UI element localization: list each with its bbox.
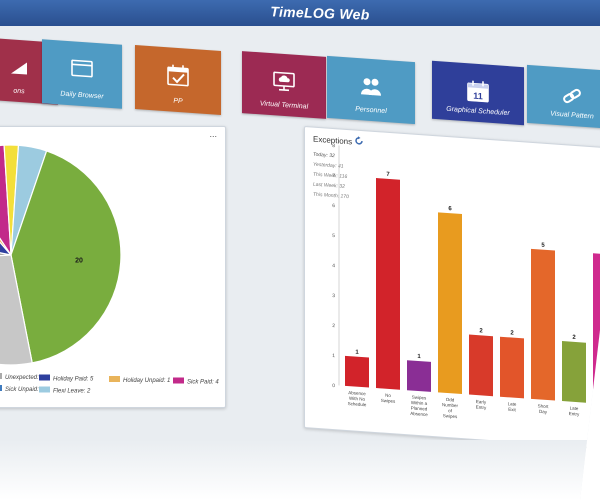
exception-bar[interactable] — [531, 248, 555, 401]
people-icon — [361, 78, 381, 96]
tile-label: Visual Pattern — [550, 110, 594, 121]
legend-label: Sick Paid: 4 — [187, 380, 219, 386]
legend-label: Holiday Paid: 5 — [53, 377, 94, 383]
x-tick-label: LateEntry — [569, 406, 580, 417]
bar-data-label: 2 — [572, 335, 576, 341]
y-tick-label: 6 — [332, 203, 335, 209]
calendar-check-icon — [167, 64, 189, 87]
tile-label: Personnel — [355, 105, 387, 116]
y-tick-label: 1 — [332, 353, 335, 359]
tile-label: PP — [173, 97, 183, 106]
legend-swatch — [39, 374, 50, 381]
pie-panel-more-button[interactable]: ... — [209, 129, 217, 139]
pie-slice-label: 20 — [75, 258, 83, 265]
legend-swatch — [173, 377, 184, 384]
tile-visual-pattern[interactable]: Visual Pattern — [527, 64, 600, 130]
legend-label: Unexpected: 2 — [5, 375, 44, 381]
x-tick-label: LateExit — [508, 401, 517, 412]
y-tick-label: 7 — [332, 173, 335, 179]
x-tick-label: OddNumberofSwipes — [442, 397, 458, 420]
tile-personnel[interactable]: Personnel — [327, 55, 415, 125]
exceptions-panel: Exceptions Today: 32 Yesterday: 41 This We… — [304, 126, 600, 450]
bar-data-label: 6 — [448, 206, 452, 212]
tile-label: Daily Browser — [60, 90, 104, 101]
tile-pp[interactable]: PP — [135, 44, 221, 116]
tile-ons[interactable]: ons — [0, 37, 58, 105]
svg-text:11: 11 — [473, 91, 483, 102]
y-tick-label: 8 — [332, 143, 335, 149]
x-tick-label: NoSwipes — [381, 392, 396, 404]
bar-data-label: 1 — [355, 350, 359, 356]
y-tick-label: 3 — [332, 293, 335, 299]
tile-virtual-terminal[interactable]: Virtual Terminal — [242, 51, 326, 119]
x-tick-label: EarlyEntry — [476, 399, 487, 410]
chain-link-icon — [563, 88, 581, 104]
pie-slice[interactable] — [10, 150, 122, 364]
exception-bar[interactable] — [345, 355, 369, 388]
exception-bar[interactable] — [500, 336, 524, 399]
title-bar: TimeLOG Web — [0, 0, 600, 26]
x-tick-label: SwipesWithin aPlannedAbsence — [410, 394, 428, 417]
y-tick-label: 2 — [332, 323, 335, 329]
tile-label: Graphical Scheduler — [446, 105, 510, 118]
legend-label: Flexi Leave: 2 — [53, 389, 91, 395]
legend-swatch — [0, 373, 2, 379]
exceptions-bar-chart: 0 1 2 3 4 5 6 7 8 1 AbsenceWith NoSchedule 7 NoSwipe… — [332, 143, 600, 420]
browser-window-icon — [71, 59, 93, 78]
tile-label: Virtual Terminal — [259, 100, 309, 111]
calendar-11-icon: 11 — [467, 80, 489, 103]
legend-label: Holiday Unpaid: 1 — [123, 378, 170, 384]
x-tick-label: AbsenceWith NoSchedule — [348, 390, 367, 407]
monitor-cloud-icon — [273, 71, 295, 92]
refresh-icon[interactable] — [354, 135, 364, 146]
app-title: TimeLOG Web — [270, 3, 370, 23]
y-tick-label: 5 — [332, 233, 335, 239]
bar-data-label: 7 — [386, 172, 390, 178]
partial-icon — [11, 62, 27, 75]
exception-bar[interactable] — [376, 178, 400, 390]
tile-daily-browser[interactable]: Daily Browser — [42, 39, 122, 109]
exception-bar[interactable] — [438, 212, 462, 395]
pie-slice[interactable] — [0, 254, 33, 366]
legend-swatch — [109, 376, 120, 382]
y-tick-label: 0 — [332, 383, 335, 389]
bar-data-label: 2 — [510, 330, 514, 336]
exception-bar[interactable] — [562, 341, 586, 403]
tile-graphical-scheduler[interactable]: 11 Graphical Scheduler — [432, 60, 524, 126]
y-tick-label: 4 — [332, 263, 335, 269]
bar-data-label: 2 — [479, 328, 483, 334]
exception-bar[interactable] — [469, 334, 493, 397]
x-tick-label: ShortDay — [538, 403, 549, 414]
legend-label: Sick Unpaid: 1 — [5, 387, 44, 393]
page-footer-fade — [0, 440, 600, 500]
exception-bar[interactable] — [593, 253, 600, 405]
bar-data-label: 1 — [417, 354, 421, 360]
legend-swatch — [0, 385, 2, 391]
legend-swatch — [39, 386, 50, 393]
exception-bar[interactable] — [407, 360, 431, 392]
bar-data-label: 5 — [541, 243, 545, 249]
